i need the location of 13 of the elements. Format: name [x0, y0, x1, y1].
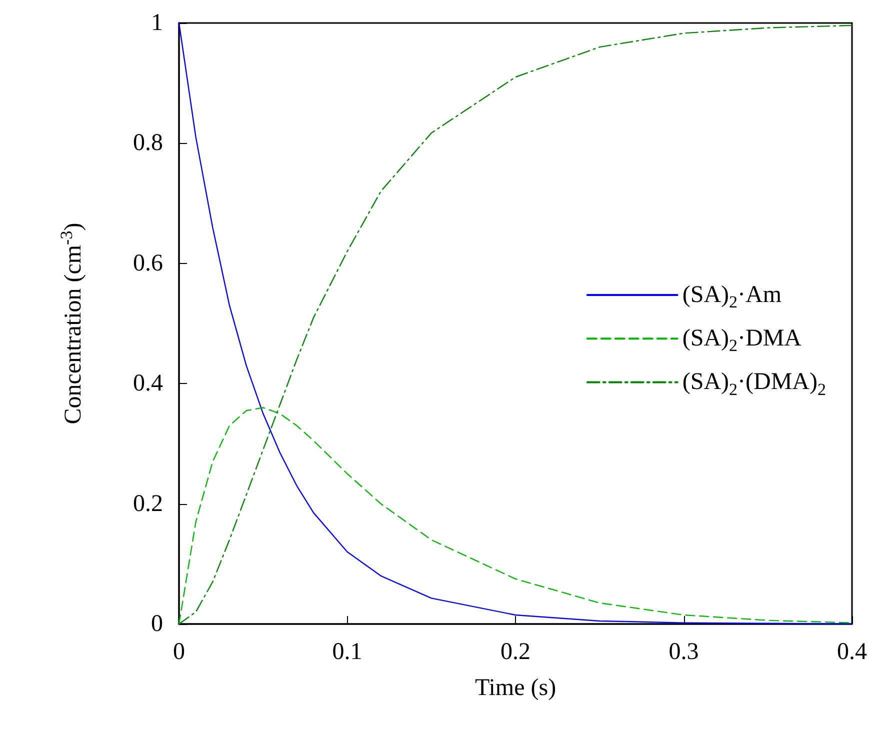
x-tick-label: 0: [173, 639, 185, 665]
y-tick-label: 0.8: [133, 130, 163, 156]
x-tick-label: 0.4: [837, 639, 867, 665]
y-tick-label: 1: [151, 10, 163, 36]
y-tick-label: 0.6: [133, 250, 163, 276]
x-tick-label: 0.3: [668, 639, 699, 665]
x-tick-label: 0.1: [332, 639, 362, 665]
y-tick-label: 0.4: [133, 370, 163, 397]
x-tick-label: 0.2: [500, 639, 530, 665]
y-axis-title: Concentration (cm-3): [56, 222, 86, 424]
y-tick-label: 0.2: [133, 490, 163, 517]
y-tick-label: 0: [151, 611, 163, 637]
x-axis-title: Time (s): [474, 675, 556, 701]
